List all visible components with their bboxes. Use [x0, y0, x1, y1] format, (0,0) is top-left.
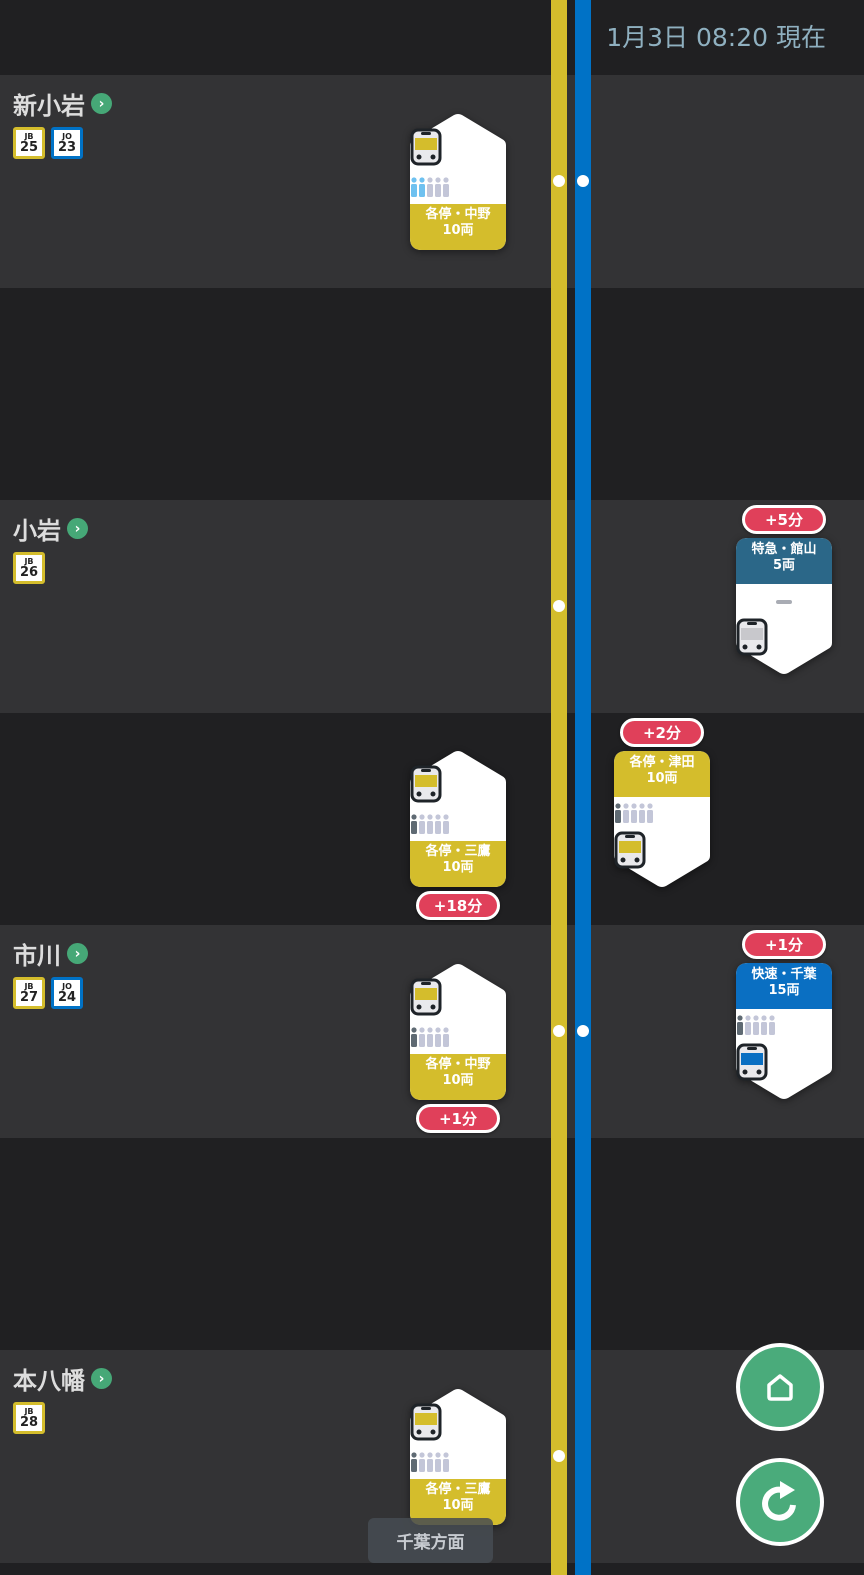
station-0: 新小岩 › JB 25 JO 23: [13, 86, 112, 159]
delay-badge: +5分: [742, 505, 826, 534]
train-card[interactable]: 各停・中野 10両: [410, 963, 506, 1100]
train-card[interactable]: 快速・千葉 15両: [736, 963, 832, 1100]
home-icon: [767, 1374, 793, 1401]
line-code: JB: [24, 131, 34, 141]
crowd-level-icon: [411, 1452, 449, 1472]
station-2: 市川 › JB 27 JO 24: [13, 936, 88, 1009]
crowd-level-icon: [411, 814, 449, 834]
crowd-level-icon: [737, 1015, 775, 1035]
chevron-right-icon: ›: [91, 1368, 112, 1389]
train-cars: 15両: [768, 983, 800, 998]
station-code-badge: JB 26: [13, 552, 45, 584]
train-icon: [736, 1043, 768, 1081]
train-service: 各停・津田: [629, 755, 695, 770]
station-name: 本八幡: [13, 1367, 85, 1395]
station-name-link[interactable]: 市川 ›: [13, 936, 88, 971]
delay-badge: +1分: [742, 930, 826, 959]
train-cars: 10両: [646, 771, 678, 786]
station-dot: [553, 1025, 565, 1037]
train-icon: [614, 831, 646, 869]
crowd-level-icon: [411, 177, 449, 197]
train-card[interactable]: 各停・三鷹 10両: [410, 750, 506, 887]
station-number: 24: [57, 989, 77, 1005]
train-icon: [410, 128, 442, 166]
train-icon: [736, 618, 768, 656]
station-code-badge: JO 24: [51, 977, 83, 1009]
station-number: 23: [57, 139, 77, 155]
station-name: 市川: [13, 942, 61, 970]
train-card[interactable]: 各停・津田 10両: [614, 751, 710, 888]
train-icon: [410, 1403, 442, 1441]
station-name-link[interactable]: 新小岩 ›: [13, 86, 112, 121]
station-1: 小岩 › JB 26: [13, 511, 88, 584]
train-cars: 10両: [442, 1073, 474, 1088]
line-code: JB: [24, 981, 34, 991]
line-code: JO: [62, 981, 72, 991]
chevron-right-icon: ›: [91, 93, 112, 114]
train-service: 各停・三鷹: [425, 844, 491, 859]
line-code: JB: [24, 556, 34, 566]
home-button[interactable]: [736, 1343, 824, 1431]
chevron-right-icon: ›: [67, 518, 88, 539]
timestamp: 1月3日 08:20 現在: [606, 23, 826, 52]
delay-badge: +1分: [416, 1104, 500, 1133]
station-dot: [553, 600, 565, 612]
refresh-button[interactable]: [736, 1458, 824, 1546]
station-code-badge: JB 25: [13, 127, 45, 159]
line-code: JO: [62, 131, 72, 141]
chuo-sobu-line: [551, 0, 567, 1575]
train-cars: 10両: [442, 1498, 474, 1513]
train-service: 特急・館山: [751, 542, 817, 557]
station-number: 28: [19, 1414, 39, 1430]
station-name: 新小岩: [13, 92, 85, 120]
crowd-unknown: [776, 600, 792, 604]
train-cars: 5両: [772, 558, 796, 573]
station-code-badge: JB 28: [13, 1402, 45, 1434]
train-cars: 10両: [442, 223, 474, 238]
train-card[interactable]: 各停・中野 10両: [410, 113, 506, 250]
station-code-badge: JO 23: [51, 127, 83, 159]
station-number: 25: [19, 139, 39, 155]
train-card[interactable]: 特急・館山 5両: [736, 538, 832, 675]
station-row-bg: [0, 500, 864, 713]
chevron-right-icon: ›: [67, 943, 88, 964]
train-card[interactable]: 各停・三鷹 10両: [410, 1388, 506, 1525]
station-3: 本八幡 › JB 28: [13, 1361, 112, 1434]
station-name: 小岩: [13, 517, 61, 545]
sobu-rapid-line: [575, 0, 591, 1575]
direction-label: 千葉方面: [368, 1518, 493, 1563]
station-number: 27: [19, 989, 39, 1005]
station-dot: [553, 175, 565, 187]
station-code-badge: JB 27: [13, 977, 45, 1009]
train-icon: [410, 978, 442, 1016]
station-dot: [553, 1450, 565, 1462]
train-icon: [410, 765, 442, 803]
crowd-level-icon: [411, 1027, 449, 1047]
train-cars: 10両: [442, 860, 474, 875]
train-service: 各停・中野: [425, 207, 491, 222]
station-dot: [577, 175, 589, 187]
train-service: 快速・千葉: [751, 967, 817, 982]
station-number: 26: [19, 564, 39, 580]
line-code: JB: [24, 1406, 34, 1416]
delay-badge: +2分: [620, 718, 704, 747]
train-service: 各停・中野: [425, 1057, 491, 1072]
crowd-level-icon: [615, 803, 653, 823]
station-dot: [577, 1025, 589, 1037]
refresh-icon: [762, 1481, 796, 1521]
station-name-link[interactable]: 本八幡 ›: [13, 1361, 112, 1396]
train-service: 各停・三鷹: [425, 1482, 491, 1497]
delay-badge: +18分: [416, 891, 500, 920]
station-name-link[interactable]: 小岩 ›: [13, 511, 88, 546]
